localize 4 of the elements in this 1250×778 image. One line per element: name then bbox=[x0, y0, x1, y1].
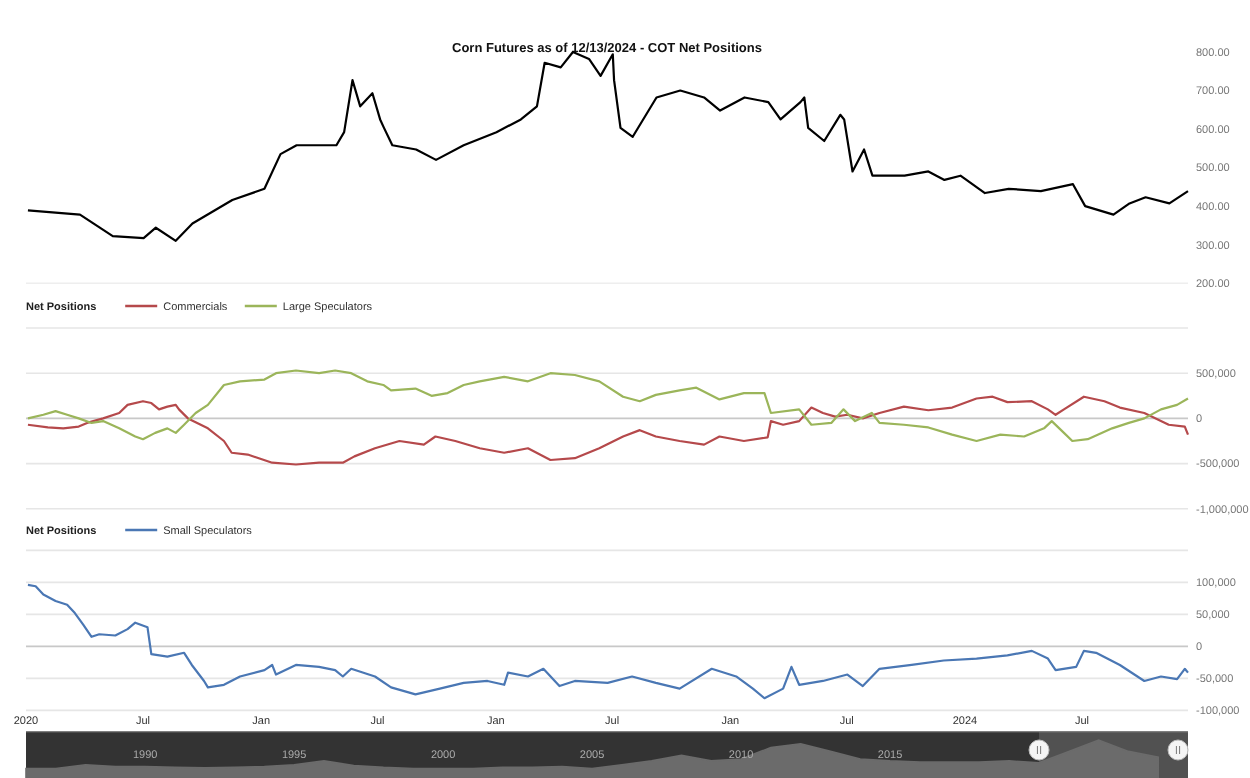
line-series bbox=[26, 369, 1190, 443]
line-series bbox=[26, 50, 1190, 242]
line-series bbox=[26, 583, 1190, 700]
line-series bbox=[26, 395, 1190, 466]
